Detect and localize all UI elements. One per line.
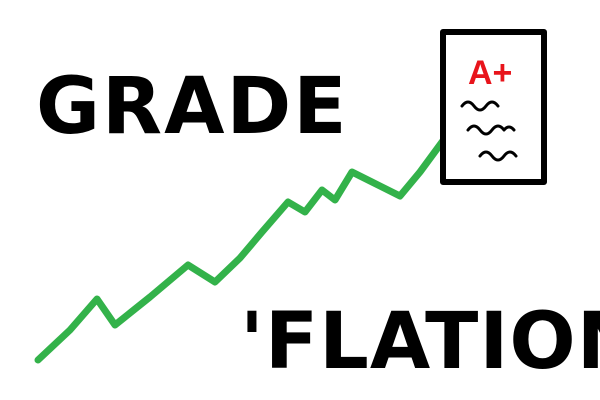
scribble-line <box>460 100 500 112</box>
scribble-line <box>478 150 518 162</box>
report-card-border <box>440 29 547 185</box>
title-grade: GRADE <box>36 62 348 152</box>
report-card-grade: A+ <box>468 54 512 92</box>
title-flation: 'FLATION <box>240 297 600 387</box>
scribble-lines-icon <box>460 100 518 162</box>
scribble-line <box>466 124 516 136</box>
report-card-icon: A+ <box>440 29 547 185</box>
trend-line <box>34 134 449 364</box>
